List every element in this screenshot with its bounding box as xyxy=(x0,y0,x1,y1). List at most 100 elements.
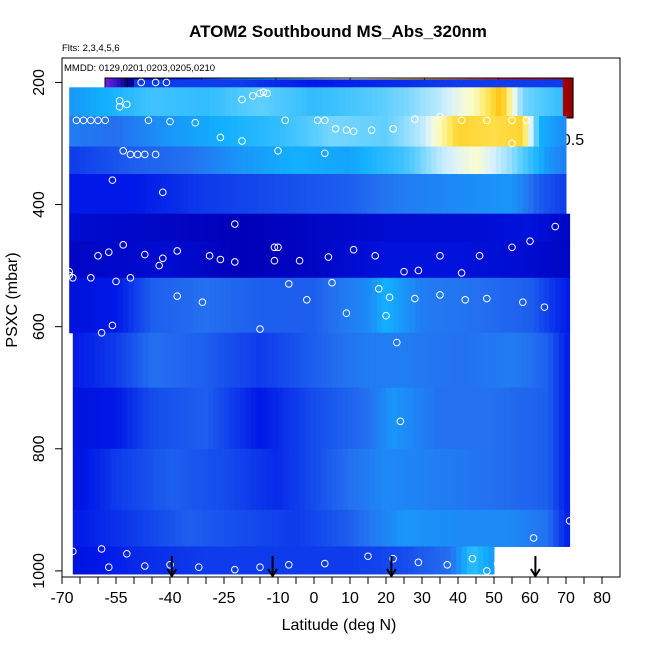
sample-point xyxy=(321,149,329,158)
heatmap-cell xyxy=(477,387,484,450)
heatmap-cell xyxy=(116,332,122,389)
heatmap-cell xyxy=(542,509,549,547)
heatmap-cell xyxy=(555,116,562,148)
sample-point xyxy=(508,139,516,148)
heatmap-cell xyxy=(171,174,178,215)
heatmap-cell xyxy=(283,546,290,575)
heatmap-cell xyxy=(499,387,506,450)
sample-point xyxy=(328,278,336,287)
heatmap-cell xyxy=(371,277,378,334)
sample-point xyxy=(231,258,239,266)
heatmap-cell xyxy=(504,387,511,450)
heatmap-cell xyxy=(204,277,211,334)
heatmap-cell xyxy=(528,116,535,148)
heatmap-cell xyxy=(539,87,545,117)
heatmap-cell xyxy=(305,448,311,511)
heatmap-cell xyxy=(186,448,193,511)
heatmap-cell xyxy=(485,213,491,242)
heatmap-cell xyxy=(89,332,95,389)
heatmap-cell xyxy=(490,87,497,117)
heatmap-cell xyxy=(126,546,133,575)
heatmap-cell xyxy=(279,87,286,117)
heatmap-cell xyxy=(447,213,454,242)
heatmap-cell xyxy=(191,448,198,511)
heatmap-cell xyxy=(247,213,254,242)
heatmap-cell xyxy=(107,174,113,215)
heatmap-cell xyxy=(495,79,502,88)
heatmap-cell xyxy=(375,509,382,547)
heatmap-cell xyxy=(242,174,248,215)
heatmap-cell xyxy=(290,79,297,88)
heatmap-cell xyxy=(555,241,562,279)
heatmap-cell xyxy=(420,146,427,175)
heatmap-cell xyxy=(155,241,162,279)
sample-point xyxy=(119,147,127,155)
heatmap-cell xyxy=(78,546,85,575)
heatmap-cell xyxy=(440,332,446,389)
heatmap-cell xyxy=(89,509,95,547)
sample-point xyxy=(112,277,120,286)
heatmap-cell xyxy=(85,87,92,117)
heatmap-cell xyxy=(501,213,508,242)
heatmap-cell xyxy=(148,448,155,511)
sample-point xyxy=(367,126,376,134)
heatmap-cell xyxy=(202,332,209,389)
heatmap-cell xyxy=(409,174,416,215)
x-tick-label: 80 xyxy=(593,590,611,607)
heatmap-cell xyxy=(137,387,144,450)
heatmap-cell xyxy=(360,213,367,242)
heatmap-cell xyxy=(94,546,101,575)
heatmap-cell xyxy=(355,241,362,279)
heatmap-cell xyxy=(321,332,328,389)
heatmap-cell xyxy=(121,546,128,575)
heatmap-cell xyxy=(80,277,86,334)
sample-point xyxy=(285,560,293,569)
heatmap-cell xyxy=(364,387,371,450)
heatmap-cell xyxy=(236,116,243,148)
heatmap-cell xyxy=(323,87,329,117)
heatmap-cell xyxy=(375,448,382,511)
sample-point xyxy=(436,112,444,121)
heatmap-cell xyxy=(355,277,362,334)
heatmap-cell xyxy=(461,332,468,389)
heatmap-cell xyxy=(310,509,317,547)
heatmap-cell xyxy=(263,87,270,117)
heatmap-cell xyxy=(164,387,171,450)
heatmap-cell xyxy=(78,387,85,450)
heatmap-cell xyxy=(220,277,227,334)
heatmap-cell xyxy=(117,116,124,148)
heatmap-cell xyxy=(272,509,279,547)
heatmap-cell xyxy=(229,387,236,450)
y-axis: 200 400 600 800 1000 xyxy=(31,69,62,589)
heatmap-cell xyxy=(472,509,479,547)
heatmap-cell xyxy=(240,509,247,547)
heatmap-cell xyxy=(429,387,436,450)
heatmap-cell xyxy=(236,213,243,242)
heatmap-cell xyxy=(522,174,529,215)
heatmap-cell xyxy=(474,174,481,215)
heatmap-cell xyxy=(296,213,302,242)
heatmap-cell xyxy=(512,174,518,215)
sample-point xyxy=(385,293,394,302)
heatmap-cell xyxy=(533,79,540,88)
heatmap-cell xyxy=(494,332,500,389)
heatmap-cell xyxy=(144,174,151,215)
heatmap-cell xyxy=(468,79,475,88)
heatmap-cell xyxy=(274,87,281,117)
heatmap-cell xyxy=(386,448,392,511)
heatmap-cell xyxy=(258,87,265,117)
heatmap-cell xyxy=(72,387,79,450)
heatmap-cell xyxy=(74,213,81,242)
heatmap-cell xyxy=(564,509,571,547)
heatmap-cell xyxy=(332,387,338,450)
heatmap-cell xyxy=(490,116,497,148)
heatmap-cell xyxy=(236,146,243,175)
heatmap-cell xyxy=(272,332,279,389)
heatmap-cell xyxy=(548,509,554,547)
heatmap-cell xyxy=(531,448,538,511)
heatmap-cell xyxy=(488,332,495,389)
heatmap-cell xyxy=(515,387,522,450)
heatmap-cell xyxy=(463,146,470,175)
heatmap-cell xyxy=(193,116,200,148)
heatmap-cell xyxy=(229,546,236,575)
